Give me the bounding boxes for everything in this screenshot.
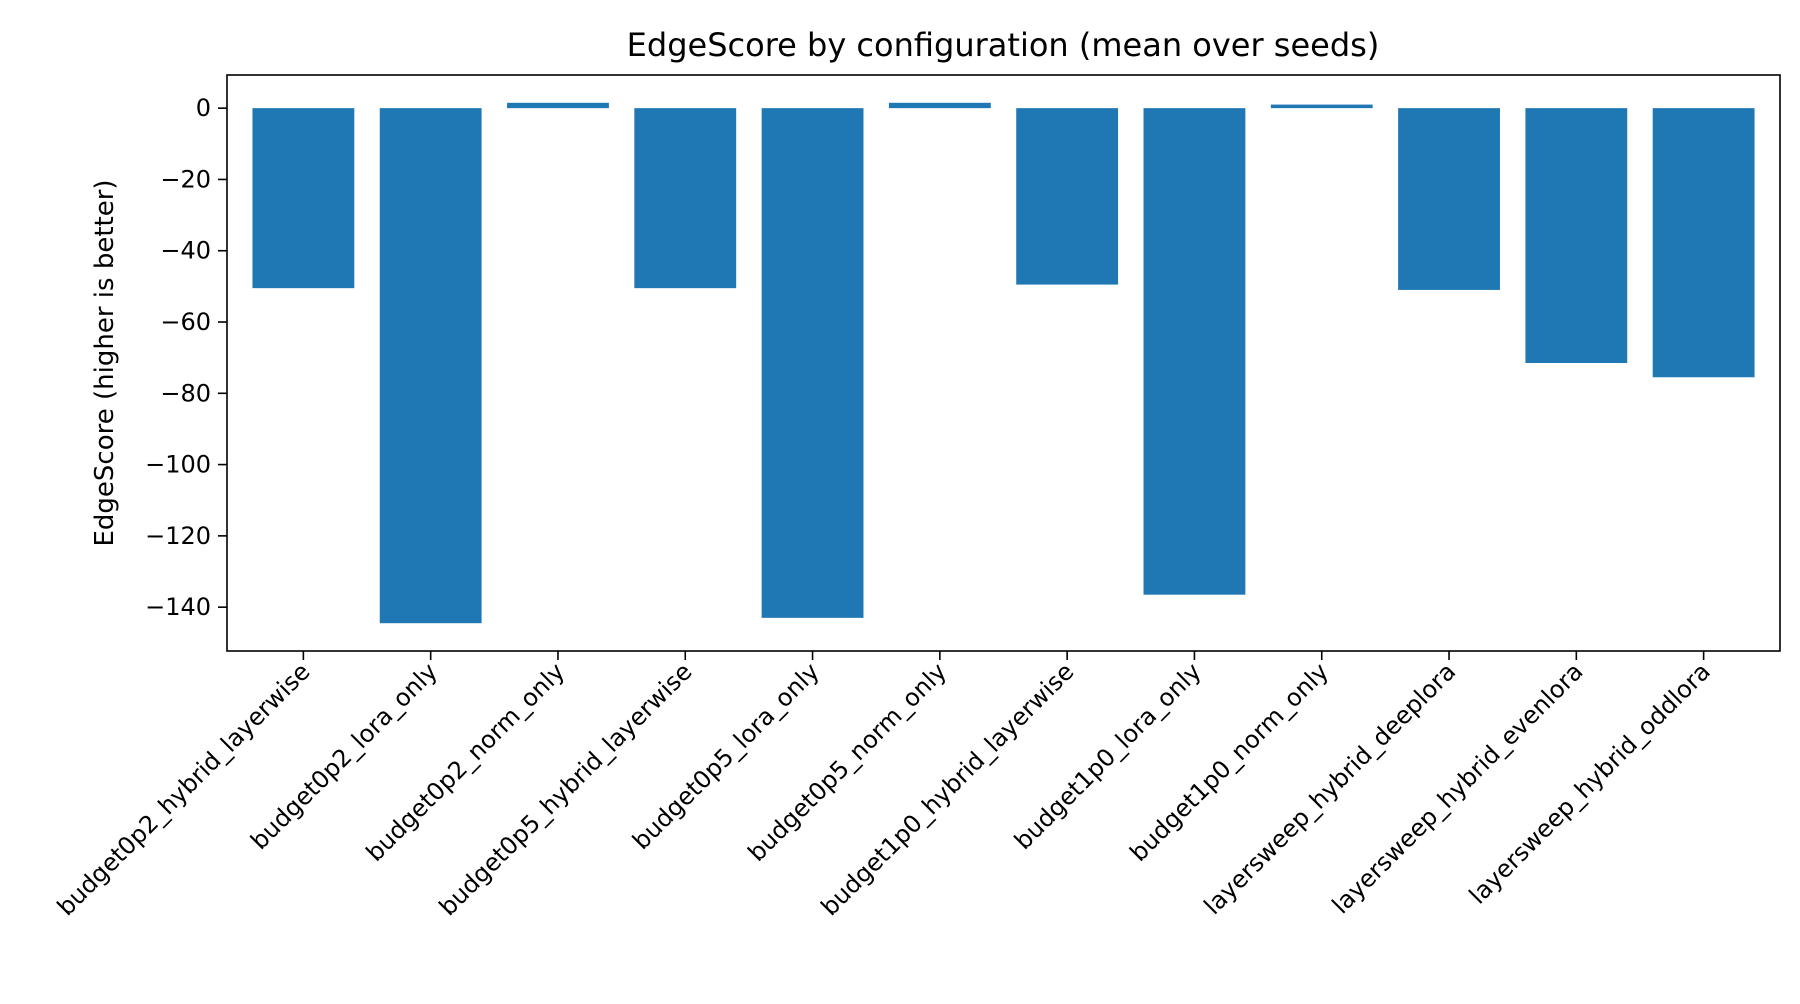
bar-budget0p5_hybrid_layerwise xyxy=(634,108,737,289)
bar-budget1p0_lora_only xyxy=(1143,108,1246,595)
bar-budget0p2_norm_only xyxy=(507,102,609,109)
x-tick-label: budget1p0_hybrid_layerwise xyxy=(816,657,1080,921)
y-tick-label: −100 xyxy=(145,451,211,479)
y-tick-label: −140 xyxy=(145,593,211,621)
bar-budget1p0_norm_only xyxy=(1270,104,1373,109)
y-tick-label: −80 xyxy=(160,379,211,407)
x-tick-label: budget0p2_hybrid_layerwise xyxy=(52,657,316,921)
x-tick-label: layersweep_hybrid_evenlora xyxy=(1327,657,1589,919)
bar-budget0p5_norm_only xyxy=(888,102,991,109)
bar-budget0p2_lora_only xyxy=(379,108,482,624)
x-tick-label: budget0p5_hybrid_layerwise xyxy=(434,657,698,921)
y-tick-label: −20 xyxy=(160,165,211,193)
chart-title: EdgeScore by configuration (mean over se… xyxy=(627,26,1380,64)
bar-budget1p0_hybrid_layerwise xyxy=(1016,108,1119,285)
y-tick-label: −60 xyxy=(160,308,211,336)
bar-layersweep_hybrid_deeplora xyxy=(1398,108,1500,290)
x-tick-label: layersweep_hybrid_deeplora xyxy=(1199,657,1462,920)
bar-layersweep_hybrid_evenlora xyxy=(1525,108,1628,364)
y-axis-label: EdgeScore (higher is better) xyxy=(90,179,120,546)
bar-layersweep_hybrid_oddlora xyxy=(1652,108,1755,378)
x-tick-label: layersweep_hybrid_oddlora xyxy=(1464,657,1716,909)
y-tick-label: −120 xyxy=(145,522,211,550)
bar-budget0p5_lora_only xyxy=(761,108,864,618)
y-axis-ticks: 0 −20 −40 −60 −80 −100 −120 −140 xyxy=(145,94,227,621)
y-tick-label: −40 xyxy=(160,237,211,265)
x-axis-ticks: budget0p2_hybrid_layerwisebudget0p2_lora… xyxy=(52,651,1716,921)
plot-area-frame xyxy=(226,74,1781,652)
y-tick-label: 0 xyxy=(196,94,211,122)
bars-group xyxy=(252,102,1755,624)
bar-budget0p2_hybrid_layerwise xyxy=(252,108,355,289)
